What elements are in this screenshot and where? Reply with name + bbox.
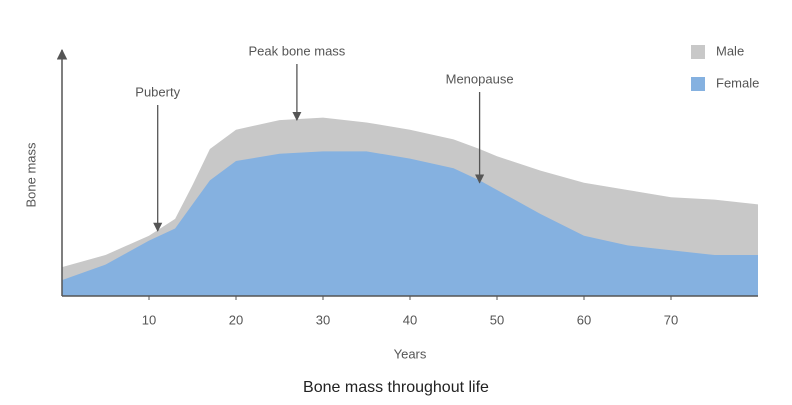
x-tick-label: 40 (403, 312, 417, 327)
x-tick-label: 10 (142, 312, 156, 327)
chart-caption: Bone mass throughout life (303, 379, 489, 396)
legend-label: Female (716, 75, 759, 90)
area (62, 151, 758, 296)
annotation-label: Peak bone mass (248, 43, 345, 58)
legend-swatch (691, 77, 705, 91)
annotation-label: Puberty (135, 84, 180, 99)
x-tick-label: 60 (577, 312, 591, 327)
x-tick-label: 20 (229, 312, 243, 327)
y-axis-label: Bone mass (23, 142, 38, 208)
x-axis-label: Years (394, 346, 427, 361)
annotation-label: Menopause (446, 71, 514, 86)
x-tick-label: 30 (316, 312, 330, 327)
x-tick-label: 50 (490, 312, 504, 327)
x-tick-label: 70 (664, 312, 678, 327)
legend-label: Male (716, 43, 744, 58)
legend-swatch (691, 45, 705, 59)
